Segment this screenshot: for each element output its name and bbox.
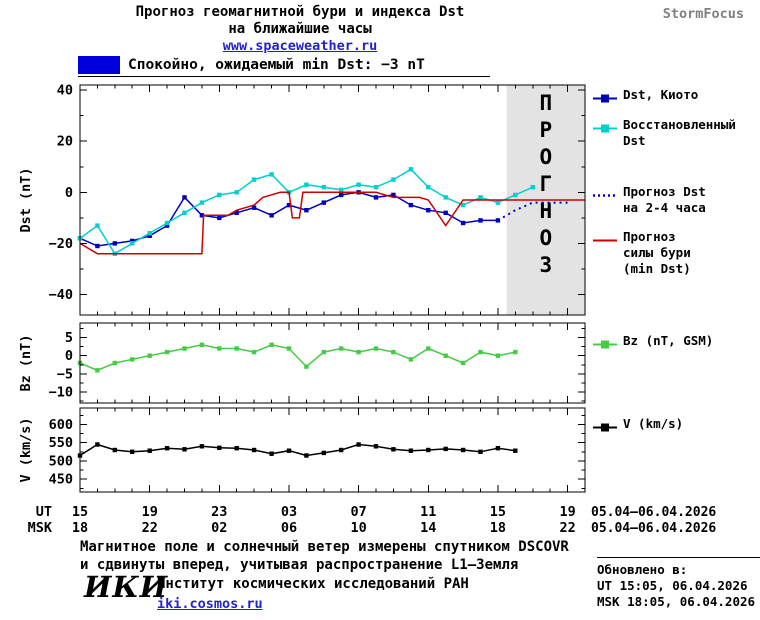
series-dst-3 bbox=[79, 191, 585, 255]
svg-text:600: 600 bbox=[49, 417, 73, 433]
measurement-footnote: Магнитное поле и солнечный ветер измерен… bbox=[80, 539, 569, 574]
svg-text:MSK: MSK bbox=[28, 520, 53, 536]
legend-label: Восстановленный bbox=[623, 117, 736, 132]
svg-text:5: 5 bbox=[65, 330, 73, 346]
svg-text:0: 0 bbox=[65, 185, 73, 201]
updated-label: Обновлено в: bbox=[597, 562, 688, 577]
y-axis-label-bz: Bz (nT) bbox=[18, 335, 34, 392]
svg-text:Н: Н bbox=[539, 199, 552, 223]
legend-label: V (km/s) bbox=[623, 416, 684, 431]
svg-text:19: 19 bbox=[142, 504, 158, 520]
legend-label: Dst bbox=[623, 133, 646, 148]
panel-bz bbox=[77, 342, 518, 373]
svg-text:22: 22 bbox=[142, 520, 158, 536]
legend-item-restored-dst: Восстановленный Dst bbox=[593, 117, 736, 149]
institute-name: Институт космических исследований РАН bbox=[157, 576, 469, 592]
svg-text:Г: Г bbox=[539, 172, 552, 196]
series-bz-0 bbox=[79, 344, 516, 372]
svg-text:15: 15 bbox=[490, 504, 506, 520]
legend-item-bz: Bz (nT, GSM) bbox=[593, 333, 713, 354]
svg-text:Р: Р bbox=[539, 118, 552, 142]
svg-text:02: 02 bbox=[211, 520, 227, 536]
footnote-line: и сдвинуты вперед, учитывая распростране… bbox=[80, 556, 519, 573]
svg-text:07: 07 bbox=[350, 504, 366, 520]
svg-text:11: 11 bbox=[420, 504, 436, 520]
svg-text:450: 450 bbox=[49, 472, 73, 488]
header-titles: Прогноз геомагнитной бури и индекса Dst … bbox=[0, 4, 600, 55]
svg-text:З: З bbox=[539, 253, 552, 277]
legend-label: Прогноз bbox=[623, 229, 676, 244]
legend-item-storm-forecast: Прогноз силы бури (min Dst) bbox=[593, 229, 691, 277]
panel-v-axes: 600 550 500 450 bbox=[49, 407, 586, 493]
legend-label: силы бури bbox=[623, 245, 691, 260]
quiet-status-swatch bbox=[78, 56, 120, 74]
restored-dst-legend-swatch bbox=[593, 119, 617, 138]
svg-text:10: 10 bbox=[350, 520, 366, 536]
svg-text:О: О bbox=[539, 226, 552, 250]
y-axis-label-dst: Dst (nT) bbox=[18, 167, 34, 232]
spaceweather-link[interactable]: www.spaceweather.ru bbox=[222, 38, 378, 54]
svg-text:0: 0 bbox=[65, 348, 73, 364]
updated-msk: MSK 18:05, 06.04.2026 bbox=[597, 594, 756, 609]
svg-text:05.04–06.04.2026: 05.04–06.04.2026 bbox=[591, 505, 716, 520]
series-v-0-markers bbox=[77, 442, 518, 458]
iki-logo: ИКИ bbox=[84, 570, 169, 604]
svg-text:−5: −5 bbox=[57, 366, 73, 382]
svg-text:03: 03 bbox=[281, 504, 297, 520]
svg-text:14: 14 bbox=[420, 520, 436, 536]
panel-dst-axes: 40 20 0 −20 −40 bbox=[49, 83, 586, 316]
svg-text:−40: −40 bbox=[49, 287, 73, 303]
svg-text:500: 500 bbox=[49, 454, 73, 470]
page-title: Прогноз геомагнитной бури и индекса Dst bbox=[135, 4, 465, 20]
svg-text:П: П bbox=[539, 91, 552, 115]
svg-text:550: 550 bbox=[49, 435, 73, 451]
forecast-dst-legend-swatch bbox=[593, 186, 617, 205]
panel-v bbox=[77, 442, 518, 458]
svg-text:18: 18 bbox=[72, 520, 88, 536]
svg-text:18: 18 bbox=[490, 520, 506, 536]
legend-item-dst-kyoto: Dst, Киото bbox=[593, 87, 698, 108]
svg-text:−10: −10 bbox=[49, 385, 73, 401]
svg-text:UT: UT bbox=[36, 504, 52, 520]
panel-bz-axes: 5 0 −5 −10 bbox=[49, 322, 586, 404]
iki-link[interactable]: iki.cosmos.ru bbox=[157, 596, 263, 612]
series-dst-0-markers bbox=[77, 190, 501, 249]
x-axis-labels: UT 15 19 23 03 07 11 15 19 05.04–06.04.2026 MSK 18 2… bbox=[28, 504, 717, 536]
svg-text:15: 15 bbox=[72, 504, 88, 520]
svg-text:05.04–06.04.2026: 05.04–06.04.2026 bbox=[591, 521, 716, 536]
svg-text:19: 19 bbox=[559, 504, 575, 520]
svg-text:22: 22 bbox=[559, 520, 575, 536]
svg-text:23: 23 bbox=[211, 504, 227, 520]
legend-label: Bz (nT, GSM) bbox=[623, 333, 714, 348]
storm-forecast-legend-swatch bbox=[593, 231, 617, 250]
page-subtitle: на ближайшие часы bbox=[228, 21, 372, 37]
legend-item-v: V (km/s) bbox=[593, 416, 683, 437]
svg-text:20: 20 bbox=[57, 134, 73, 150]
legend-label: на 2-4 часа bbox=[623, 200, 706, 215]
legend-label: (min Dst) bbox=[623, 261, 691, 276]
svg-text:О: О bbox=[539, 145, 552, 169]
institute-block: Институт космических исследований РАН ik… bbox=[157, 576, 469, 612]
legend-item-forecast-dst: Прогноз Dst на 2-4 часа bbox=[593, 184, 706, 216]
y-axis-label-v: V (km/s) bbox=[18, 417, 34, 482]
dst-kyoto-legend-swatch bbox=[593, 89, 617, 108]
svg-text:40: 40 bbox=[57, 83, 73, 99]
bz-legend-swatch bbox=[593, 335, 617, 354]
svg-text:−20: −20 bbox=[49, 236, 73, 252]
legend-label: Dst, Киото bbox=[623, 87, 699, 102]
footnote-line: Магнитное поле и солнечный ветер измерен… bbox=[80, 539, 569, 555]
legend-label: Прогноз Dst bbox=[623, 184, 706, 199]
svg-text:06: 06 bbox=[281, 520, 297, 536]
v-legend-swatch bbox=[593, 418, 617, 437]
updated-ut: UT 15:05, 06.04.2026 bbox=[597, 578, 748, 593]
series-v-0 bbox=[79, 443, 516, 457]
updated-block: Обновлено в: UT 15:05, 06.04.2026 MSK 18… bbox=[597, 557, 760, 610]
brand-label: StormFocus bbox=[662, 6, 744, 22]
panel-dst bbox=[77, 167, 585, 256]
quiet-status-row: Спокойно, ожидаемый min Dst: −3 nT bbox=[78, 54, 490, 77]
quiet-status-text: Спокойно, ожидаемый min Dst: −3 nT bbox=[128, 57, 425, 73]
